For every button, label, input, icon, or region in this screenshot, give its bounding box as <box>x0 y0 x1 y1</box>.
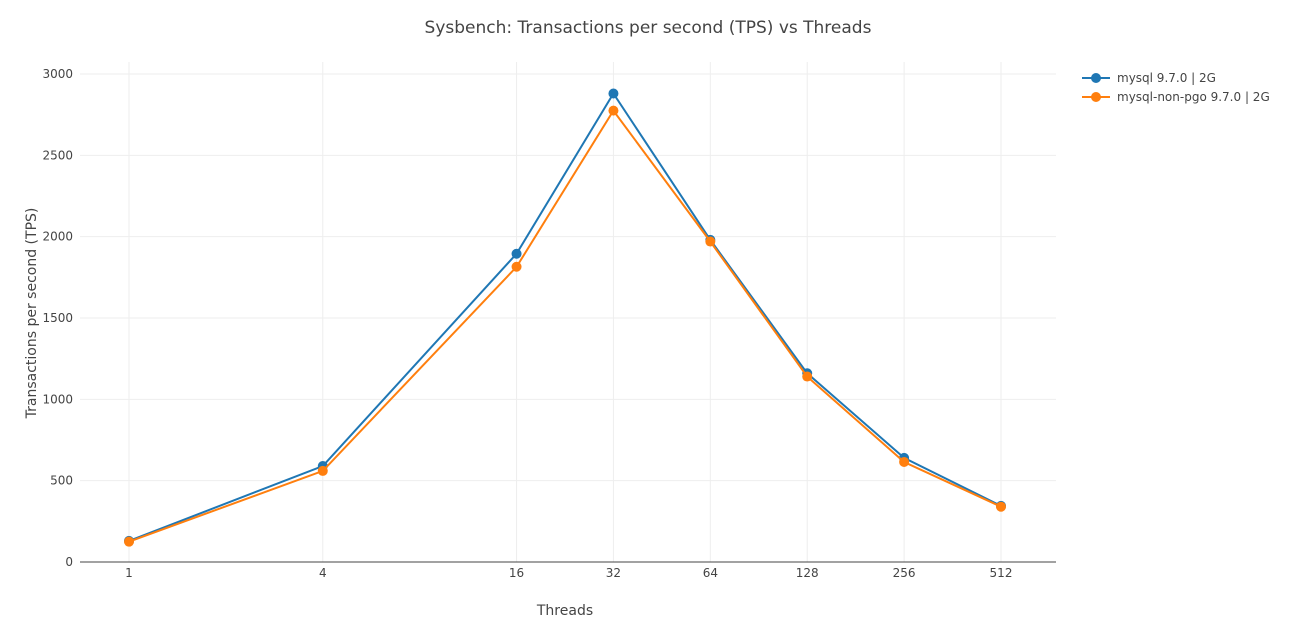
x-tick-label: 512 <box>990 566 1013 580</box>
y-tick-label: 1000 <box>42 392 73 406</box>
legend-item[interactable]: mysql 9.7.0 | 2G <box>1082 71 1216 85</box>
legend: mysql 9.7.0 | 2G mysql-non-pgo 9.7.0 | 2G <box>1082 71 1270 104</box>
y-tick-label: 2000 <box>42 230 73 244</box>
x-tick-label: 128 <box>796 566 819 580</box>
data-point[interactable] <box>996 501 1006 512</box>
x-axis-title: Threads <box>536 603 593 619</box>
data-point[interactable] <box>608 105 619 116</box>
chart-title: Sysbench: Transactions per second (TPS) … <box>425 18 872 38</box>
legend-item[interactable]: mysql-non-pgo 9.7.0 | 2G <box>1082 90 1270 104</box>
x-tick-label: 4 <box>319 566 327 580</box>
x-tick-label: 64 <box>703 566 718 580</box>
x-tick-label: 32 <box>606 566 621 580</box>
data-point[interactable] <box>608 88 619 99</box>
legend-label: mysql 9.7.0 | 2G <box>1117 71 1216 85</box>
legend-marker <box>1091 73 1101 83</box>
data-point[interactable] <box>899 456 910 467</box>
legend-marker <box>1091 92 1101 102</box>
x-tick-label: 256 <box>893 566 916 580</box>
y-axis-title: Transactions per second (TPS) <box>24 208 40 420</box>
y-tick-label: 2500 <box>42 148 73 162</box>
series-line <box>128 91 1002 542</box>
data-point[interactable] <box>511 248 522 259</box>
data-point[interactable] <box>705 236 716 247</box>
y-tick-label: 500 <box>50 474 73 488</box>
x-tick-label: 1 <box>125 566 133 580</box>
series-layer <box>124 88 1006 547</box>
axes: 0 500 1000 1500 2000 2500 3000 1 4 16 32 64 128 256 51… <box>42 67 1056 580</box>
gridlines <box>80 62 1056 562</box>
y-tick-label: 3000 <box>42 67 73 81</box>
data-point[interactable] <box>802 371 813 382</box>
y-tick-label: 0 <box>65 555 73 569</box>
x-tick-label: 16 <box>509 566 524 580</box>
series-1 <box>124 105 1006 547</box>
data-point[interactable] <box>317 465 328 476</box>
legend-label: mysql-non-pgo 9.7.0 | 2G <box>1117 90 1270 104</box>
data-point[interactable] <box>124 536 134 547</box>
data-point[interactable] <box>511 261 522 272</box>
y-tick-label: 1500 <box>42 311 73 325</box>
series-line <box>128 108 1002 543</box>
series-0 <box>124 88 1006 546</box>
